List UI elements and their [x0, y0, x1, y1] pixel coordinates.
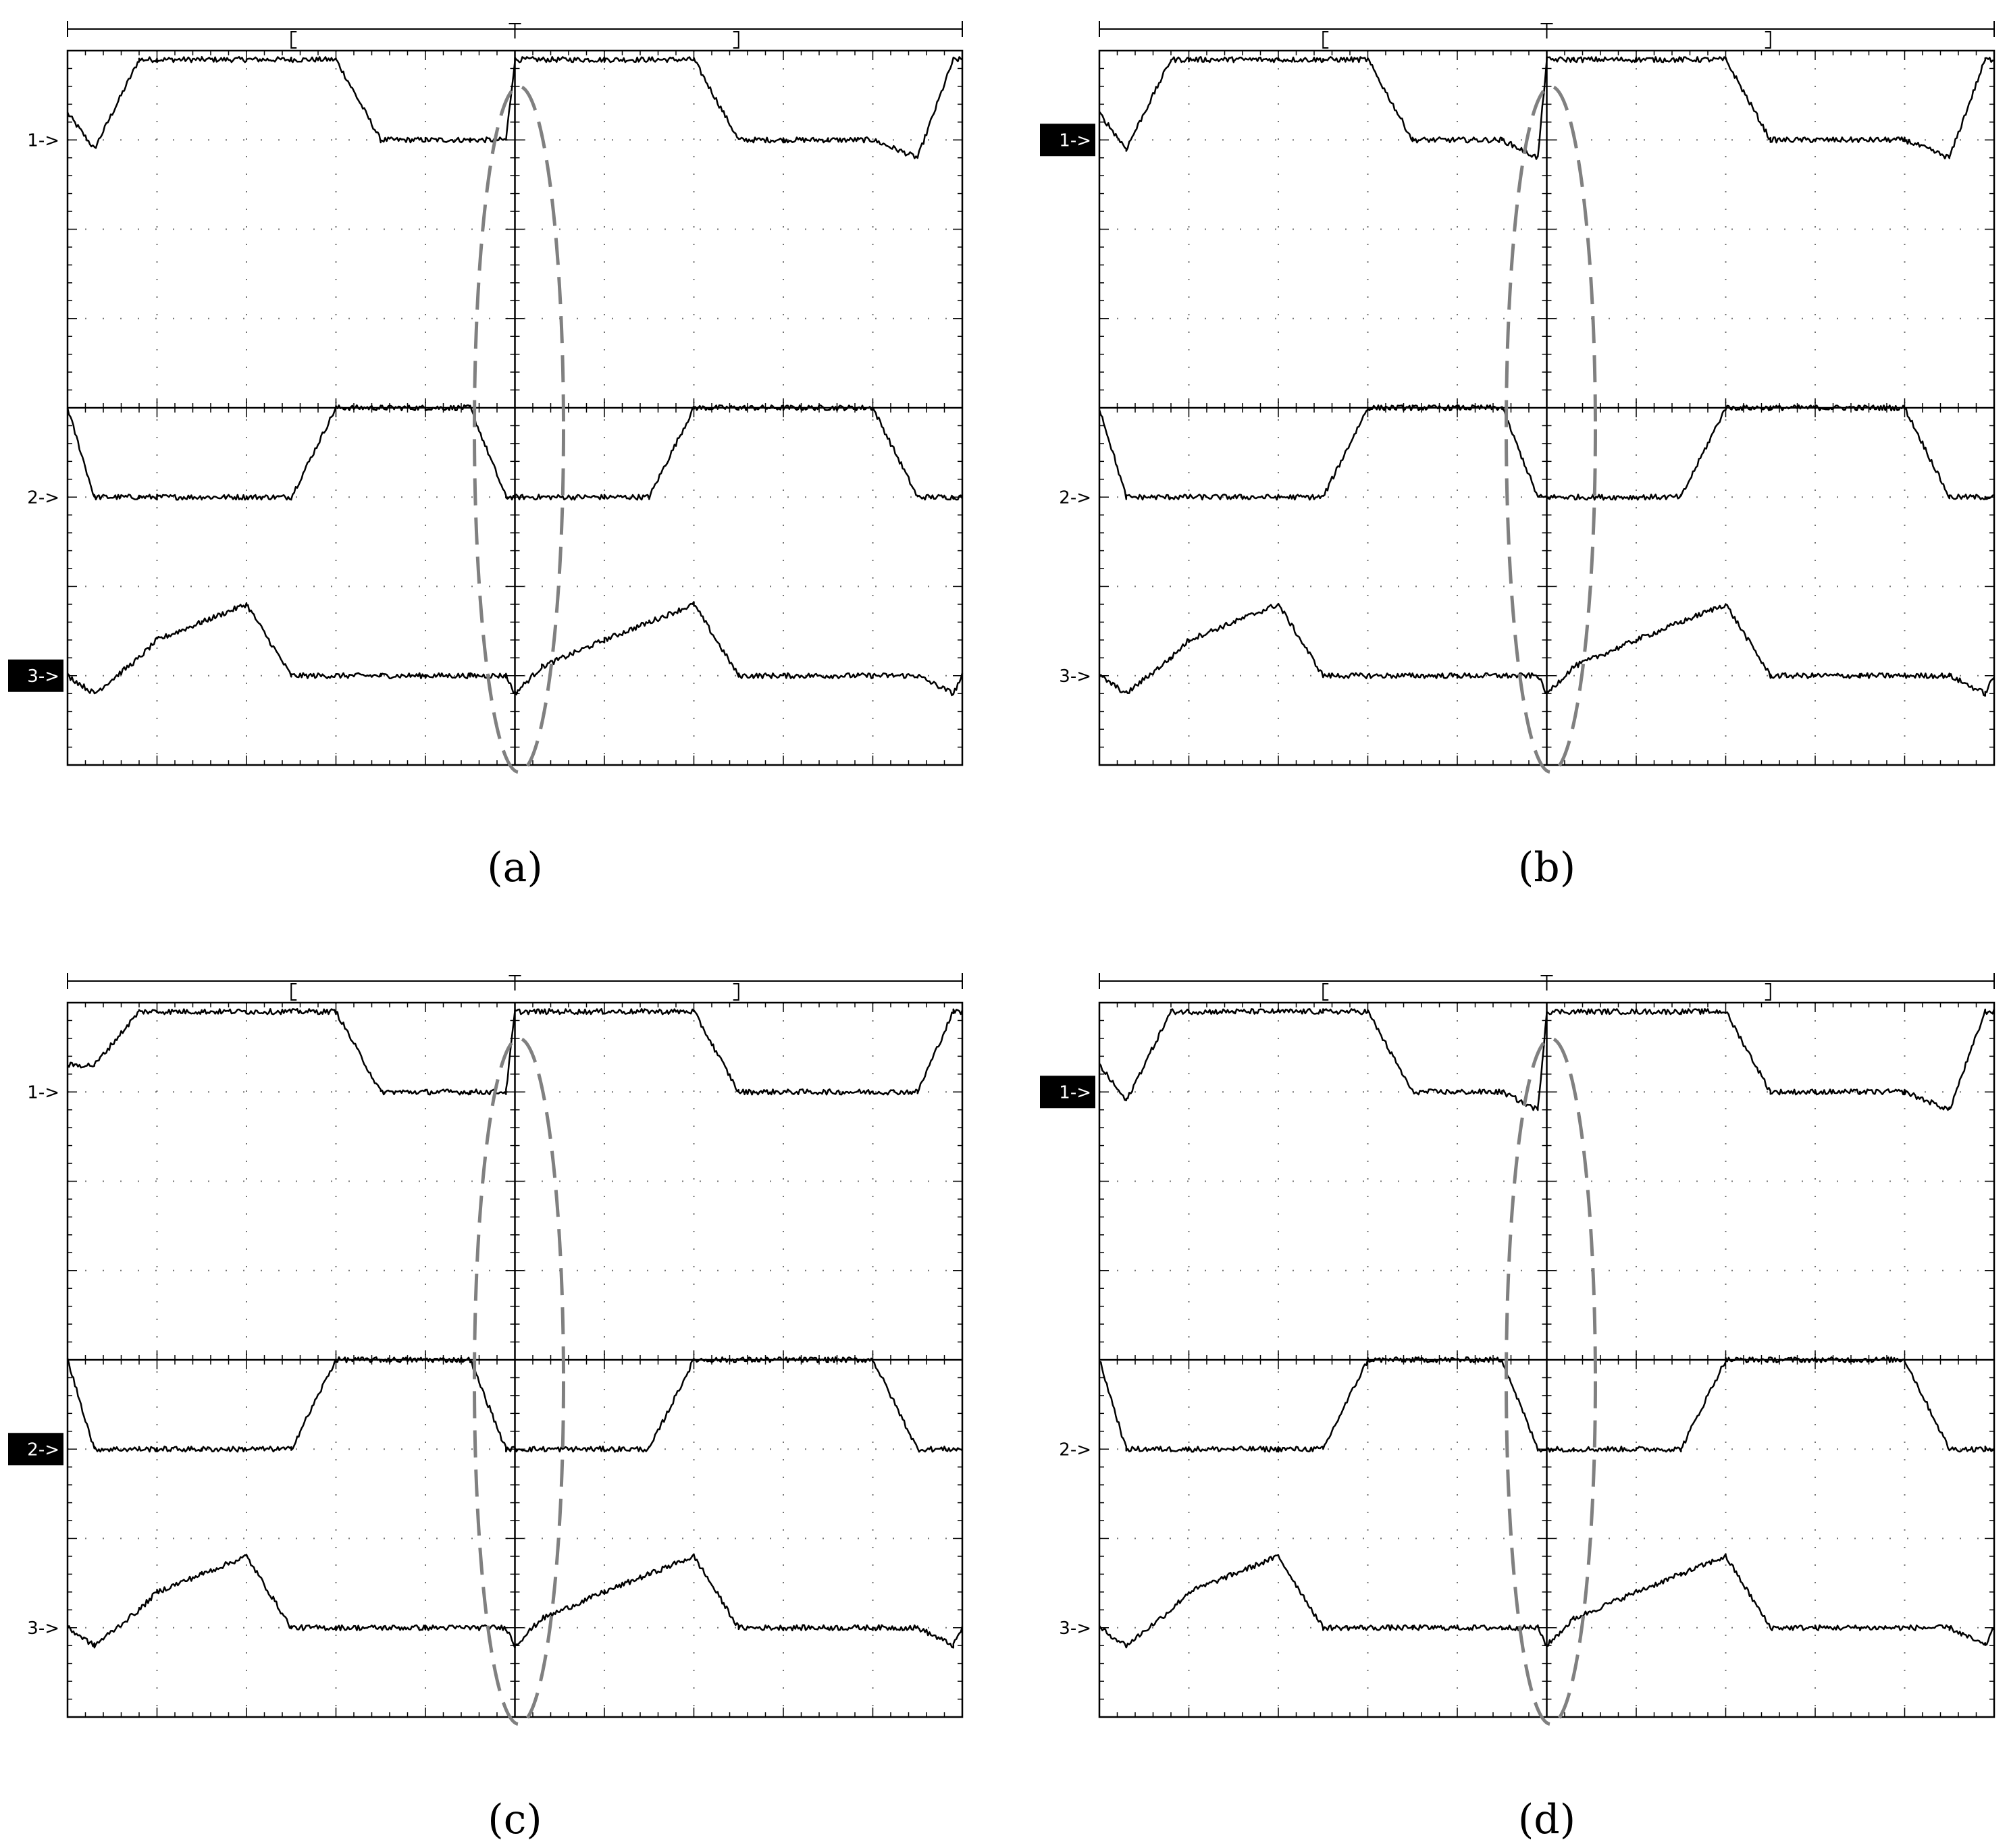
trace-channel-3 — [1098, 602, 1995, 697]
marker-bracket-right — [733, 31, 739, 49]
trace-channel-1 — [1099, 1008, 1995, 1111]
trace-channel-1 — [66, 56, 963, 159]
channel-label-2: 2-> — [27, 487, 59, 508]
trace-channel-3 — [67, 601, 964, 697]
panel-c: 1-> 2-> 3-> (c) — [8, 973, 964, 1843]
channel-label-bg — [8, 659, 63, 692]
channel-label-1: 1-> — [1040, 124, 1095, 157]
panel-b: 1-> 2-> 3-> (b) — [1040, 21, 1995, 891]
trace-channel-2 — [66, 1356, 963, 1453]
trace-channel-2 — [1099, 1356, 1995, 1453]
channel-label-3: 3-> — [1059, 1618, 1091, 1639]
highlight-ellipse — [1505, 84, 1597, 774]
channel-label-3: 3-> — [8, 659, 63, 692]
channel-label-bg — [8, 1433, 63, 1466]
marker-bracket-left — [1322, 983, 1329, 1001]
panel-caption: (a) — [487, 844, 543, 891]
channel-label-text: 1-> — [27, 1082, 59, 1103]
highlight-ellipse — [1505, 1036, 1597, 1726]
panel-caption: (b) — [1518, 844, 1575, 891]
trace-channel-3 — [1098, 1553, 1995, 1649]
trigger-marker — [508, 975, 521, 991]
panel-caption: (c) — [488, 1796, 542, 1843]
marker-bracket-right — [733, 983, 739, 1001]
channel-label-text: 1-> — [27, 130, 59, 151]
channel-label-bg — [1040, 124, 1095, 157]
channel-label-2: 2-> — [1059, 487, 1091, 508]
marker-bracket-right — [1765, 983, 1771, 1001]
trace-channel-1 — [66, 1008, 964, 1096]
channel-label-text: 3-> — [27, 1618, 59, 1639]
channel-label-text: 3-> — [1059, 1618, 1091, 1639]
channel-label-2: 2-> — [8, 1433, 63, 1466]
channel-label-text: 1-> — [1059, 1082, 1091, 1103]
trace-channel-3 — [66, 1553, 964, 1649]
channel-label-text: 3-> — [27, 666, 59, 687]
panel-d: 1-> 2-> 3-> (d) — [1040, 973, 1995, 1843]
highlight-ellipse — [473, 84, 565, 774]
channel-label-1: 1-> — [1040, 1076, 1095, 1109]
trace-channel-2 — [66, 404, 964, 501]
channel-label-text: 2-> — [27, 487, 59, 508]
channel-label-2: 2-> — [1059, 1440, 1091, 1460]
highlight-ellipse — [473, 1036, 565, 1726]
channel-label-text: 1-> — [1059, 130, 1091, 151]
channel-label-text: 2-> — [27, 1440, 59, 1460]
channel-label-bg — [1040, 1076, 1095, 1109]
panel-caption: (d) — [1518, 1796, 1575, 1843]
panel-a: 1-> 2-> 3-> (a) — [8, 21, 964, 891]
trigger-marker — [1540, 975, 1553, 991]
channel-label-3: 3-> — [1059, 666, 1091, 687]
trigger-marker — [1540, 23, 1553, 38]
channel-label-text: 2-> — [1059, 1440, 1091, 1460]
trace-channel-2 — [1098, 404, 1995, 501]
marker-bracket-left — [1322, 31, 1329, 49]
marker-bracket-left — [290, 31, 297, 49]
trigger-marker — [508, 23, 521, 38]
marker-bracket-left — [290, 983, 297, 1001]
channel-label-text: 3-> — [1059, 666, 1091, 687]
marker-bracket-right — [1765, 31, 1771, 49]
channel-label-1: 1-> — [27, 130, 59, 151]
trace-channel-1 — [1099, 56, 1995, 160]
channel-label-3: 3-> — [27, 1618, 59, 1639]
channel-label-1: 1-> — [27, 1082, 59, 1103]
channel-label-text: 2-> — [1059, 487, 1091, 508]
